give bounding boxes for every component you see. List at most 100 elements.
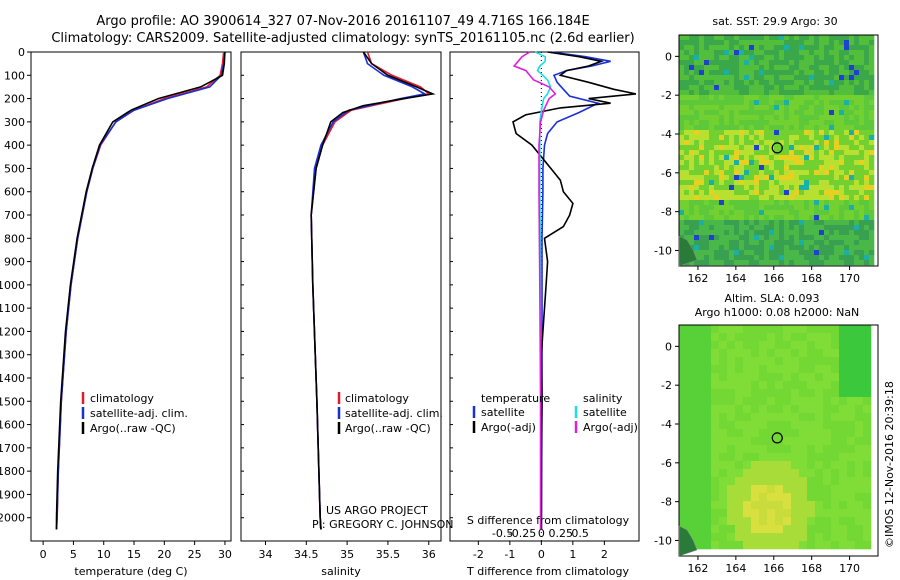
map-cell: [687, 437, 696, 446]
map-cell: [689, 190, 695, 196]
map-cell: [689, 140, 695, 146]
map-cell: [869, 160, 875, 166]
map-cell: [734, 165, 740, 171]
map-cell: [809, 245, 815, 251]
map-cell: [699, 105, 705, 111]
map-cell: [819, 235, 825, 241]
map-cell: [824, 165, 830, 171]
map-cell: [839, 110, 845, 116]
map-cell: [739, 205, 745, 211]
map-cell: [854, 175, 860, 181]
map-cell: [863, 333, 872, 342]
map-cell: [799, 165, 805, 171]
map-cell: [829, 175, 835, 181]
map-cell: [729, 50, 735, 56]
map-cell: [859, 165, 865, 171]
map-cell: [759, 170, 765, 176]
map-cell: [783, 437, 792, 446]
map-cell: [834, 245, 840, 251]
map-cell: [814, 245, 820, 251]
map-cell: [751, 541, 760, 550]
map-cell: [823, 517, 832, 526]
map-cell: [775, 461, 784, 470]
map-cell: [679, 517, 688, 526]
map-cell: [844, 80, 850, 86]
map-cell: [749, 35, 755, 41]
map-cell: [819, 165, 825, 171]
map-cell: [695, 453, 704, 462]
map-cell: [794, 50, 800, 56]
map-cell: [714, 85, 720, 91]
map-cell: [819, 225, 825, 231]
map-cell: [714, 100, 720, 106]
map-cell: [864, 85, 870, 91]
map-cell: [703, 365, 712, 374]
y-tick-label: 900: [4, 256, 25, 269]
map-cell: [824, 65, 830, 71]
map-cell: [744, 95, 750, 101]
map-cell: [844, 200, 850, 206]
map-cell: [774, 190, 780, 196]
map-cell: [769, 35, 775, 41]
map-cell: [799, 155, 805, 161]
map-cell: [749, 205, 755, 211]
map-cell: [709, 260, 715, 266]
map-cell: [764, 110, 770, 116]
map-cell: [859, 80, 865, 86]
sst-map-title: sat. SST: 29.9 Argo: 30: [712, 15, 837, 28]
map-cell: [719, 413, 728, 422]
map-cell: [799, 190, 805, 196]
map-cell: [734, 130, 740, 136]
map-cell: [844, 245, 850, 251]
map-cell: [824, 225, 830, 231]
map-cell: [734, 180, 740, 186]
map-cell: [804, 190, 810, 196]
map-cell: [699, 175, 705, 181]
map-cell: [744, 65, 750, 71]
map-cell: [714, 45, 720, 51]
map-cell: [863, 509, 872, 518]
map-cell: [694, 205, 700, 211]
x-tick-label: 10: [97, 548, 111, 561]
map-cell: [769, 240, 775, 246]
map-cell: [791, 373, 800, 382]
map-cell: [824, 245, 830, 251]
map-cell: [844, 115, 850, 121]
map-cell: [839, 140, 845, 146]
map-cell: [834, 175, 840, 181]
map-cell: [807, 405, 816, 414]
sla-map: 162 164 166 168 1700-2-4-6-8-10: [654, 324, 879, 575]
map-cell: [749, 90, 755, 96]
map-cell: [689, 150, 695, 156]
map-cell: [689, 185, 695, 191]
map-cell: [709, 170, 715, 176]
map-cell: [689, 160, 695, 166]
map-cell: [724, 200, 730, 206]
map-cell: [729, 100, 735, 106]
map-cell: [831, 333, 840, 342]
map-cell: [819, 70, 825, 76]
map-cell: [783, 485, 792, 494]
map-cell: [729, 230, 735, 236]
map-cell: [714, 170, 720, 176]
map-cell: [775, 437, 784, 446]
map-cell: [869, 255, 875, 261]
map-cell: [774, 125, 780, 131]
map-x-tick-label: 166: [763, 272, 784, 285]
map-cell: [847, 541, 856, 550]
map-cell: [754, 150, 760, 156]
map-cell: [719, 509, 728, 518]
map-cell: [859, 180, 865, 186]
map-cell: [743, 445, 752, 454]
land-outline: [678, 525, 698, 557]
map-cell: [844, 90, 850, 96]
map-cell: [769, 130, 775, 136]
map-cell: [783, 541, 792, 550]
map-cell: [769, 140, 775, 146]
map-cell: [819, 150, 825, 156]
map-cell: [687, 525, 696, 534]
map-cell: [789, 220, 795, 226]
map-cell: [729, 80, 735, 86]
map-cell: [834, 135, 840, 141]
map-cell: [699, 90, 705, 96]
